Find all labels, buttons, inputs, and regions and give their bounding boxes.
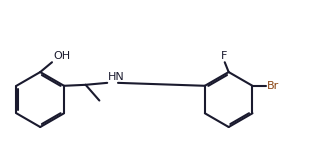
Text: F: F xyxy=(221,51,227,61)
Text: HN: HN xyxy=(108,72,125,82)
Text: OH: OH xyxy=(53,51,70,61)
Text: Br: Br xyxy=(267,81,279,91)
